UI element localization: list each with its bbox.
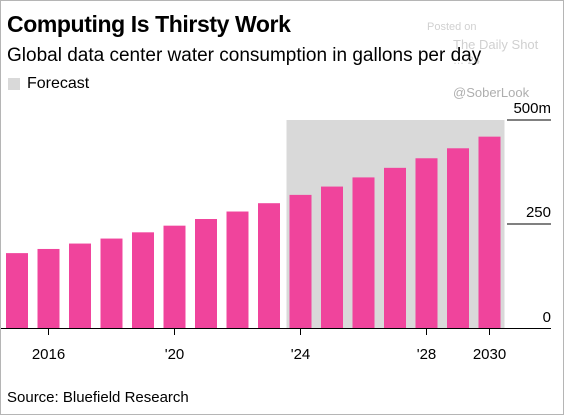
bar-2025 [321,186,343,328]
bar-2027 [384,167,406,328]
chart-title: Computing Is Thirsty Work [7,11,291,37]
bar-2028 [415,158,438,328]
y-tick-label-0: 0 [543,309,551,326]
chart-source: Source: Bluefield Research [7,389,189,406]
forecast-legend-swatch [8,78,20,90]
legend: Forecast [8,75,89,93]
bar-2029 [447,148,469,328]
chart-subtitle: Global data center water consumption in … [7,45,482,66]
bar-2026 [352,177,375,328]
bar-2019 [132,232,154,328]
bar-2023 [258,203,280,328]
bar-2015 [6,253,28,328]
x-tick-label-2028: '28 [417,346,437,363]
bar-2024 [289,194,312,328]
bar-2030 [478,136,501,328]
x-tick-label-2030: 2030 [473,346,506,363]
bar-2020 [163,225,186,328]
forecast-legend-label: Forecast [27,75,90,92]
bar-2022 [226,211,249,328]
y-tick-label-500: 500m [513,100,551,117]
x-tick-label-2024: '24 [291,346,311,363]
bar-2017 [69,243,91,328]
x-tick-label-2016: 2016 [32,346,65,363]
y-tick-label-250: 250 [526,204,551,221]
bar-2016 [37,248,60,328]
x-tick-label-2020: '20 [165,346,185,363]
bar-2018 [100,238,123,328]
bar-2021 [195,219,217,328]
